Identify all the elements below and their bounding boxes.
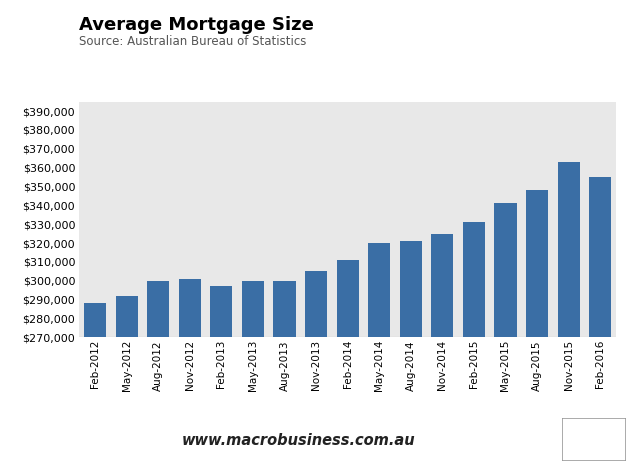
Bar xyxy=(526,190,548,462)
Bar xyxy=(558,162,580,462)
Bar xyxy=(495,203,516,462)
Bar xyxy=(116,296,138,462)
Bar xyxy=(242,281,264,462)
Text: MACRO: MACRO xyxy=(511,19,585,37)
Bar xyxy=(368,243,391,462)
Text: Average Mortgage Size: Average Mortgage Size xyxy=(79,16,314,34)
Bar xyxy=(400,241,422,462)
Bar xyxy=(274,281,295,462)
Bar xyxy=(84,304,106,462)
Bar xyxy=(463,222,485,462)
Bar xyxy=(305,271,327,462)
Bar xyxy=(589,177,612,462)
Text: www.macrobusiness.com.au: www.macrobusiness.com.au xyxy=(182,433,415,448)
Bar xyxy=(431,234,453,462)
Bar xyxy=(210,286,232,462)
Text: BUSINESS: BUSINESS xyxy=(509,50,587,64)
Text: Source: Australian Bureau of Statistics: Source: Australian Bureau of Statistics xyxy=(79,35,307,48)
Bar xyxy=(179,279,201,462)
Bar xyxy=(147,281,170,462)
Bar xyxy=(337,260,359,462)
